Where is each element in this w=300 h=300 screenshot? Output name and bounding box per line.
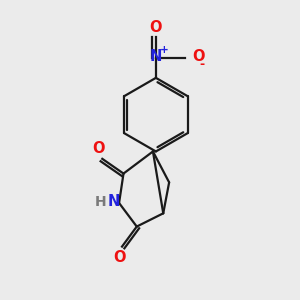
Text: N: N xyxy=(150,50,162,64)
Text: O: O xyxy=(113,250,125,265)
Text: O: O xyxy=(92,142,105,157)
Text: N: N xyxy=(108,194,120,209)
Text: -: - xyxy=(200,58,205,71)
Text: O: O xyxy=(192,49,204,64)
Text: H: H xyxy=(95,195,107,209)
Text: +: + xyxy=(160,45,169,55)
Text: O: O xyxy=(150,20,162,35)
